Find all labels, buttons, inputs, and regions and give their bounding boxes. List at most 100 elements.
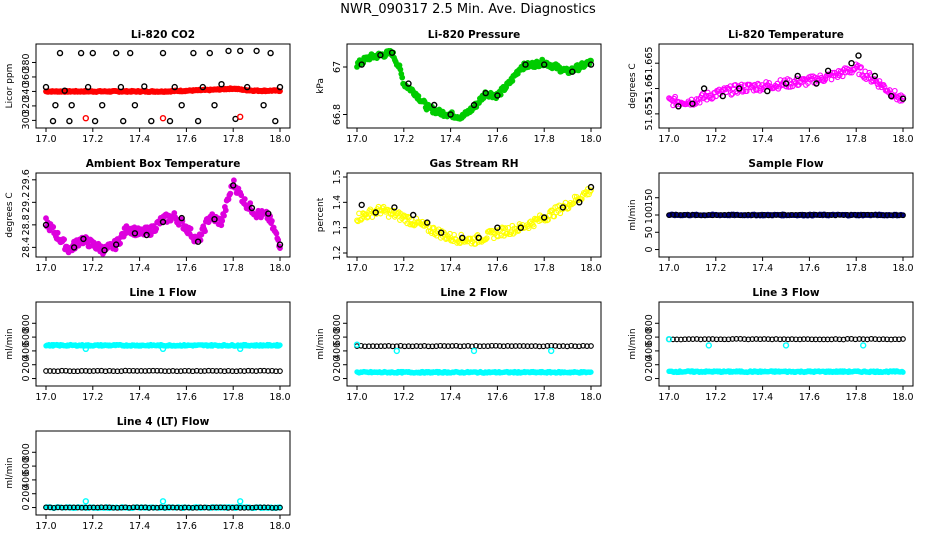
data-point (131, 101, 139, 109)
data-point (154, 367, 160, 374)
data-point (409, 343, 416, 350)
x-tick-label: 17.8 (223, 392, 244, 403)
data-point (90, 504, 97, 511)
data-point (211, 215, 218, 223)
data-point (438, 229, 445, 236)
x-tick-label: 17.0 (35, 134, 56, 145)
series-2.5-min-average (666, 368, 906, 376)
data-point (781, 211, 787, 218)
series-outliers (82, 498, 244, 505)
data-point (820, 336, 827, 343)
panel-title: Li-820 Pressure (428, 29, 521, 41)
data-point (138, 504, 145, 511)
data-point (728, 91, 735, 98)
data-point (576, 343, 582, 350)
data-point (42, 221, 50, 229)
x-tick-label: 17.0 (658, 263, 679, 274)
y-axis-label: degrees C (628, 63, 638, 108)
data-point (142, 368, 149, 374)
data-point (576, 199, 583, 206)
data-point (66, 368, 73, 374)
y-tick-label: 51.665 (644, 47, 655, 80)
y-tick-label: 0 (644, 247, 655, 253)
data-point (872, 211, 879, 218)
panel-title: Ambient Box Temperature (86, 158, 241, 170)
data-point (801, 75, 807, 82)
x-tick-label: 17.6 (176, 263, 197, 274)
series-2.5-min-average (354, 186, 594, 247)
plot-frame (346, 301, 602, 387)
data-point (816, 212, 823, 219)
data-point (56, 49, 64, 57)
data-point (769, 336, 775, 343)
data-point (405, 213, 411, 220)
data-point (142, 504, 149, 511)
panel-title: Gas Stream RH (429, 158, 518, 170)
plot-frame (658, 301, 914, 387)
y-tick-label: 600 (644, 328, 655, 346)
data-point (705, 336, 712, 342)
data-point (229, 504, 236, 511)
data-point (433, 343, 440, 349)
data-point (358, 201, 365, 209)
series-outliers (353, 341, 555, 355)
x-tick-label: 17.8 (534, 392, 555, 403)
x-tick-label: 17.0 (346, 134, 367, 145)
data-point (685, 336, 692, 342)
data-point (78, 368, 85, 374)
data-point (569, 68, 576, 75)
data-point (713, 212, 720, 218)
data-point (236, 498, 244, 505)
panel-4: Gas Stream RH percent 1.2 1.3 1.4 1.5 17.0 17.2… (316, 158, 602, 274)
data-point (498, 232, 504, 239)
data-point (848, 60, 855, 67)
data-point (741, 336, 748, 342)
data-point (261, 504, 267, 511)
data-point (800, 212, 807, 218)
data-point (876, 336, 883, 343)
data-point (541, 61, 548, 68)
series-outliers (82, 345, 244, 352)
data-point (761, 211, 768, 218)
data-point (837, 68, 844, 75)
data-point (793, 211, 799, 218)
data-point (670, 336, 676, 343)
data-point (241, 196, 248, 202)
data-point (685, 212, 692, 218)
data-point (588, 369, 594, 375)
x-tick-label: 17.2 (393, 134, 414, 145)
data-point (171, 83, 178, 91)
data-point (745, 336, 752, 343)
data-point (781, 336, 787, 342)
data-point (122, 367, 129, 374)
data-point (243, 83, 251, 91)
data-point (729, 336, 736, 342)
data-point (91, 117, 99, 125)
data-point (370, 343, 376, 349)
data-point (828, 212, 835, 218)
series-2.5-min-average (354, 48, 594, 122)
data-point (253, 368, 260, 374)
data-point (236, 47, 244, 55)
data-point (353, 341, 361, 348)
data-point (225, 47, 232, 55)
data-point (782, 80, 790, 87)
data-point (366, 343, 372, 350)
data-point (559, 204, 567, 211)
data-point (86, 368, 93, 374)
data-point (757, 336, 764, 343)
data-point (177, 368, 184, 374)
data-point (265, 210, 272, 217)
data-point (709, 95, 715, 102)
data-point (855, 52, 862, 59)
data-point (678, 212, 684, 218)
y-tick-label: 0 (332, 376, 343, 382)
data-point (789, 211, 795, 218)
data-point (588, 187, 594, 194)
data-point (705, 342, 712, 349)
data-point (721, 212, 728, 218)
x-tick-label: 17.0 (35, 263, 56, 274)
data-point (193, 504, 200, 511)
series-stream-averages (666, 336, 906, 343)
